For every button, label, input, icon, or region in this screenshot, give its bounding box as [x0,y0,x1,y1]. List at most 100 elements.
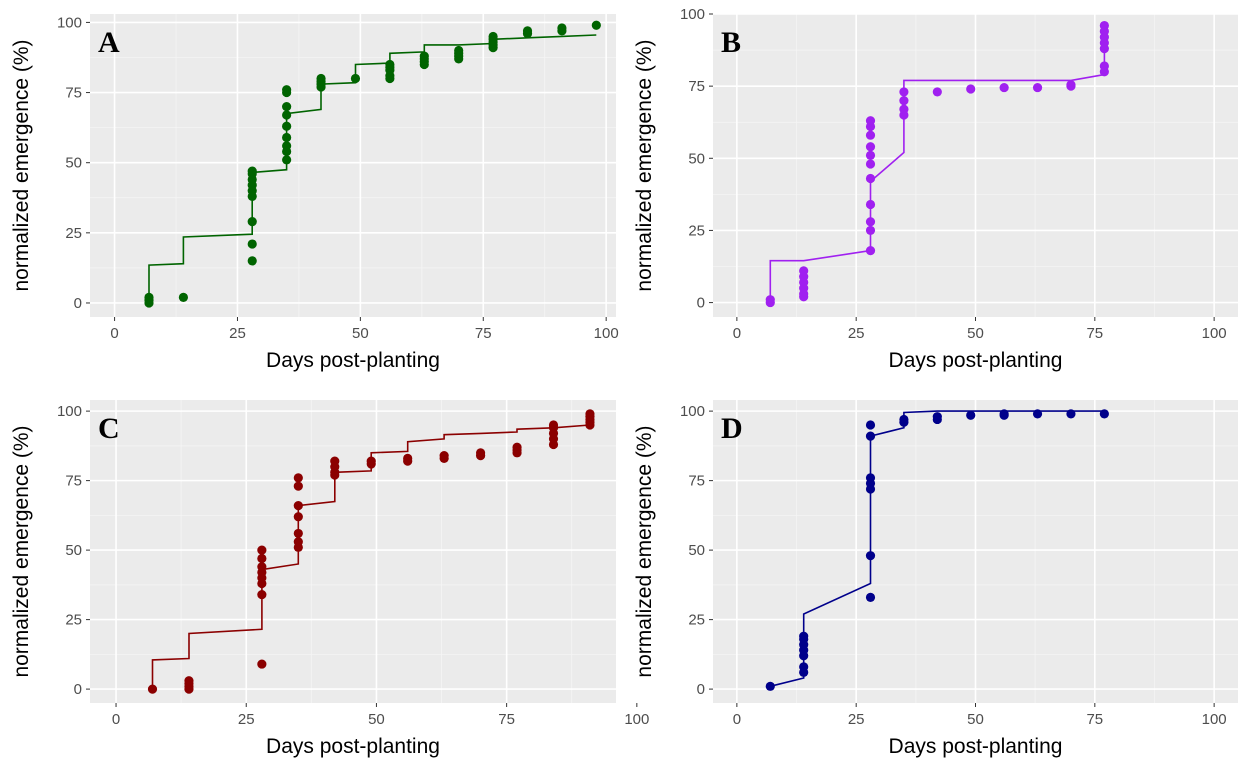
x-axis-title: Days post-planting [266,735,440,758]
x-tick-label: 75 [475,325,492,342]
y-tick-label: 25 [688,222,705,239]
panel-background [90,14,616,317]
x-tick-label: 50 [352,325,369,342]
x-tick-label: 0 [112,711,120,728]
data-point [865,217,876,227]
data-point [865,199,876,210]
x-axis-title: Days post-planting [266,349,440,372]
data-point [282,132,292,143]
panel-letter: C [98,412,120,445]
data-point [865,150,876,160]
data-point [548,420,559,430]
panel-letter: B [721,26,741,59]
data-point [184,676,194,686]
data-point [257,553,267,564]
y-tick-label: 100 [680,403,705,420]
data-point [350,73,361,84]
data-point [999,409,1009,419]
data-point [799,662,809,672]
data-point [439,450,449,461]
data-point [178,292,189,302]
data-point [257,562,267,572]
data-point [330,456,340,466]
data-point [865,225,876,236]
data-point [932,412,942,422]
data-point [257,659,267,669]
data-point [247,166,257,176]
data-point [966,84,976,94]
data-point [282,155,292,165]
x-tick-label: 50 [967,711,984,728]
x-tick-label: 0 [110,325,118,342]
y-tick-label: 0 [74,295,82,312]
data-point [144,292,154,302]
y-axis-title: normalized emergence (%) [633,39,656,291]
data-point [966,410,976,420]
x-tick-label: 0 [733,711,741,728]
data-point [257,545,267,555]
data-point [865,431,876,441]
fit-line [151,424,591,690]
y-axis-title: normalized emergence (%) [10,39,33,291]
x-tick-label: 100 [1202,711,1227,728]
data-point [293,501,303,511]
data-point [865,473,876,483]
panel-letter: D [721,412,743,445]
data-point [293,481,303,491]
panel-d: 0 25 50 75 100 0 25 50 75 100 Days post-planting no… [633,400,1238,758]
data-point [293,528,303,539]
data-point [282,110,292,120]
y-tick-label: 25 [65,225,82,242]
data-point [247,239,257,249]
y-axis-title: normalized emergence (%) [10,425,33,677]
x-tick-label: 50 [967,325,984,342]
x-tick-label: 100 [1202,325,1227,342]
y-tick-label: 0 [697,295,705,312]
x-tick-label: 25 [238,711,255,728]
data-point [899,95,909,106]
data-point [765,295,775,305]
data-point [403,453,413,463]
data-point [385,59,395,70]
panel-background [90,400,616,703]
data-point [512,442,522,452]
y-tick-label: 75 [688,78,705,95]
data-point [932,87,942,97]
data-point [147,684,158,694]
panel-b: 0 25 50 75 100 0 25 50 75 100 Days post-planting no… [633,6,1238,372]
y-tick-label: 50 [65,542,82,559]
data-point [865,159,876,169]
data-point [419,51,429,61]
x-tick-label: 25 [848,711,865,728]
x-tick-label: 75 [1086,325,1103,342]
y-tick-label: 50 [688,542,705,559]
data-point [1099,20,1109,31]
data-point [366,456,376,466]
data-point [1099,409,1109,419]
data-point [585,409,595,419]
data-point [999,82,1009,93]
panel-c: 0 25 50 75 100 0 25 50 75 100 Days post-planting no… [10,400,649,758]
data-point [1032,409,1043,419]
data-point [899,104,909,114]
data-point [1099,61,1109,71]
data-point [247,217,257,227]
data-point [282,141,292,151]
data-point [293,473,303,483]
data-point [1032,82,1043,93]
data-point [865,116,876,126]
y-tick-label: 25 [688,612,705,629]
data-point [282,121,292,131]
data-point [1066,80,1076,90]
data-point [591,20,601,30]
data-point [865,420,876,430]
data-point [247,256,257,266]
x-tick-label: 50 [368,711,385,728]
data-point [293,537,303,547]
data-point [865,551,876,561]
x-tick-label: 25 [229,325,246,342]
y-tick-label: 75 [65,85,82,102]
y-tick-label: 50 [688,150,705,167]
data-point [557,23,567,33]
